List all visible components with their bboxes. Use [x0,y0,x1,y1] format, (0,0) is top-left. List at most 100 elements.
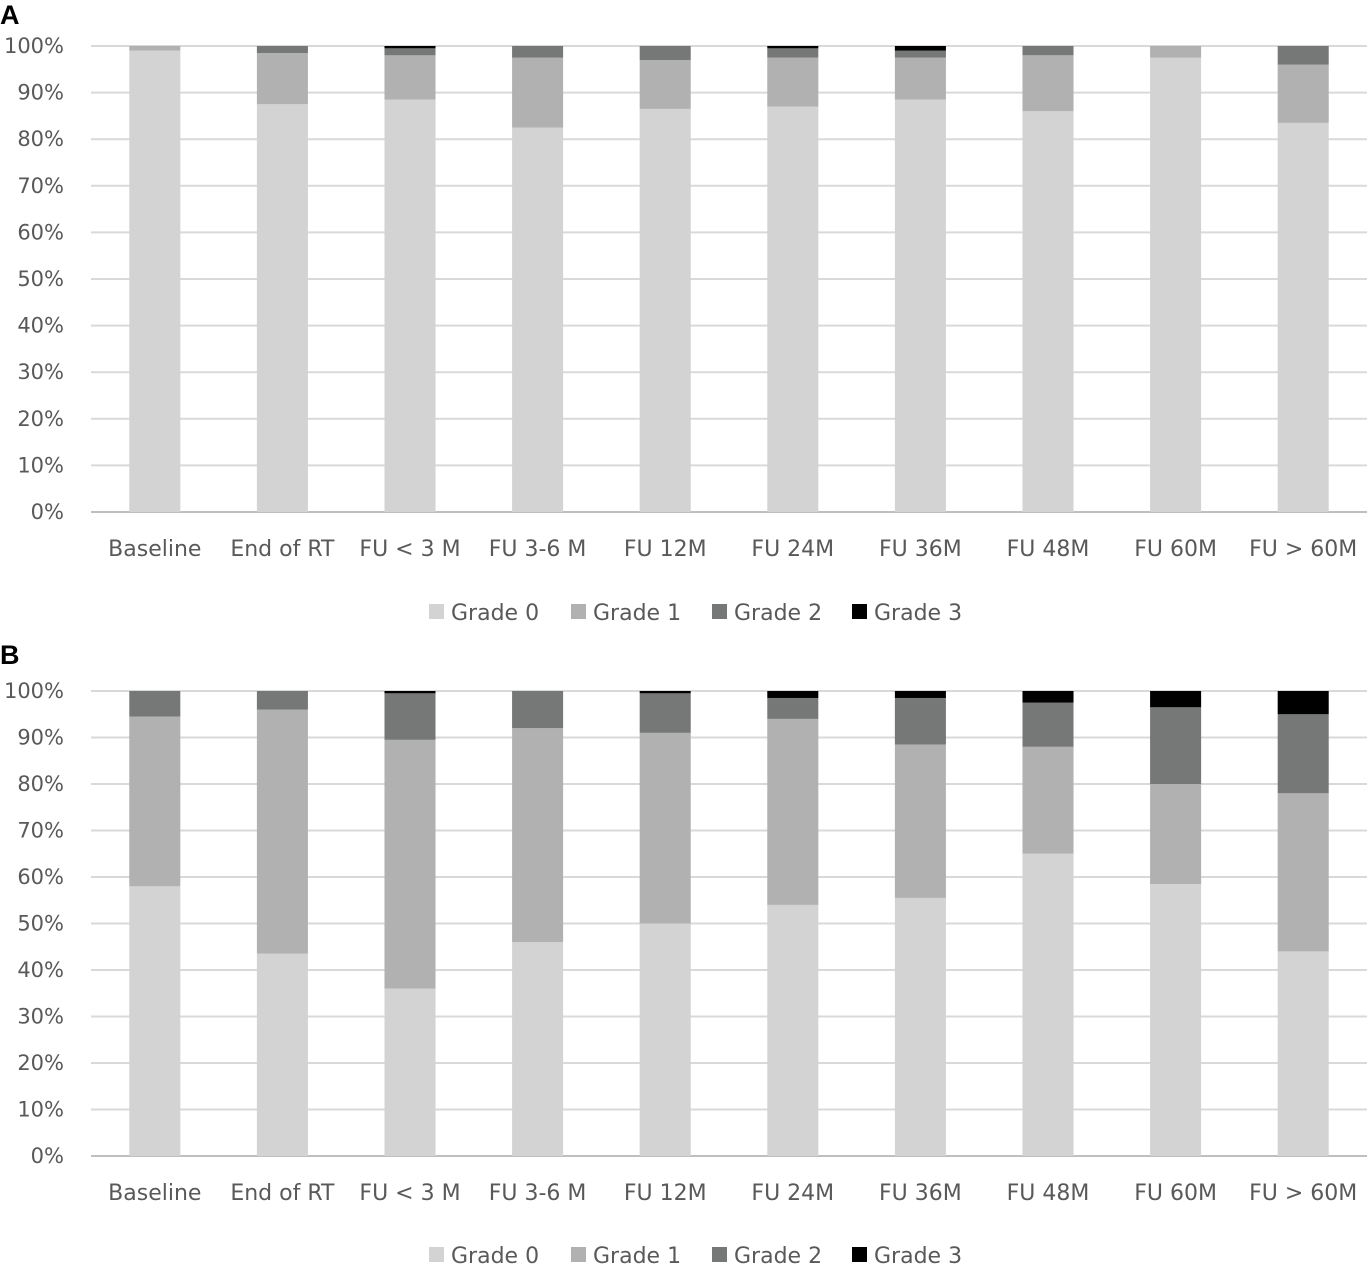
bar-segment-grade-2 [512,46,564,58]
x-tick-label: FU 60M [1134,537,1217,562]
bar-segment-grade-1 [512,57,564,128]
bar-segment-grade-2 [767,697,819,719]
legend-swatch [712,1247,727,1262]
bar-segment-grade-2 [1150,707,1202,784]
bar-segment-grade-1 [1022,746,1074,854]
y-tick-label: 100% [4,34,64,58]
legend-label: Grade 0 [451,1244,539,1268]
legend-swatch [429,1247,444,1262]
bar-segment-grade-2 [512,691,564,729]
bar-segment-grade-0 [1022,111,1074,513]
y-tick-label: 20% [17,407,64,431]
bar-segment-grade-3 [894,691,946,698]
y-tick-label: 0% [31,1144,64,1168]
x-tick-label: FU 3-6 M [489,1181,587,1206]
y-tick-label: 30% [17,360,64,384]
bar-segment-grade-1 [639,732,691,924]
bar-segment-grade-2 [1022,46,1074,56]
bar-segment-grade-0 [894,99,946,512]
y-tick-label: 30% [17,1005,64,1029]
bar-segment-grade-1 [384,739,436,989]
panel-label: A [0,0,20,30]
x-tick-label: FU 3-6 M [489,537,587,562]
bar-segment-grade-1 [767,718,819,905]
y-tick-label: 10% [17,453,64,477]
x-tick-label: FU < 3 M [359,1181,460,1206]
x-tick-label: FU 36M [879,537,962,562]
bar-segment-grade-0 [512,127,564,513]
legend-swatch [712,604,727,619]
bar-segment-grade-1 [129,46,181,51]
legend-label: Grade 3 [874,1244,962,1268]
bar-segment-grade-2 [639,693,691,733]
y-tick-label: 20% [17,1051,64,1075]
y-tick-label: 90% [17,81,64,105]
x-tick-label: Baseline [108,1181,201,1206]
bar-segment-grade-2 [256,691,308,710]
x-tick-label: FU 36M [879,1181,962,1206]
bar-segment-grade-2 [767,48,819,58]
legend-swatch [571,604,586,619]
y-tick-label: 10% [17,1098,64,1122]
y-tick-label: 70% [17,174,64,198]
bar-segment-grade-0 [639,923,691,1156]
x-tick-label: FU 48M [1007,1181,1090,1206]
y-tick-label: 50% [17,267,64,291]
bar-segment-grade-1 [1277,64,1329,123]
bar-segment-grade-3 [384,46,436,49]
x-tick-label: FU 48M [1007,537,1090,562]
x-tick-label: FU 12M [624,537,707,562]
x-tick-label: FU 24M [751,1181,834,1206]
x-tick-label: End of RT [230,537,335,562]
bar-segment-grade-1 [256,709,308,954]
bar-segment-grade-0 [384,99,436,512]
bar-segment-grade-1 [767,57,819,107]
bar-segment-grade-1 [1277,793,1329,952]
y-tick-label: 70% [17,819,64,843]
legend-label: Grade 1 [593,601,681,626]
y-tick-label: 0% [31,500,64,524]
bar-segment-grade-0 [256,104,308,512]
bar-segment-grade-2 [129,691,181,717]
y-tick-label: 100% [4,679,64,703]
bar-segment-grade-2 [894,50,946,58]
y-tick-label: 90% [17,726,64,750]
bar-segment-grade-0 [1022,853,1074,1156]
chart-panel-b: B 0% 10% 20% 30% 40% 50% 60% 70% 80% 90% 100% Basel… [0,640,1371,1268]
stacked-bar-chart-a: 0% 10% 20% 30% 40% 50% 60% 70% 80% 90% 100% Baselin… [4,34,1367,626]
bar-segment-grade-2 [256,46,308,53]
bar-segment-grade-3 [767,46,819,49]
bar-segment-grade-0 [639,108,691,512]
bar-segment-grade-1 [639,59,691,109]
legend-label: Grade 3 [874,601,962,626]
bar-segment-grade-2 [1022,702,1074,747]
bar-segment-grade-3 [1022,691,1074,703]
bar-segment-grade-0 [384,988,436,1156]
panel-label: B [0,640,20,670]
bar-segment-grade-1 [384,55,436,100]
legend-swatch [852,1247,867,1262]
stacked-bar-chart-b: 0% 10% 20% 30% 40% 50% 60% 70% 80% 90% 100% Baselin… [4,679,1367,1268]
bar-segment-grade-0 [767,106,819,512]
y-tick-label: 80% [17,127,64,151]
bar-segment-grade-0 [767,904,819,1156]
y-tick-label: 60% [17,865,64,889]
bar-segment-grade-1 [256,52,308,105]
bar-segment-grade-1 [1022,55,1074,112]
bar-segment-grade-1 [512,728,564,943]
bar-segment-grade-0 [1277,122,1329,512]
bar-segment-grade-0 [256,953,308,1156]
y-tick-label: 40% [17,958,64,982]
x-tick-label: FU 12M [624,1181,707,1206]
bar-segment-grade-0 [1150,883,1202,1156]
legend-label: Grade 0 [451,601,539,626]
bar-segment-grade-3 [1150,691,1202,708]
legend-swatch [429,604,444,619]
legend-label: Grade 1 [593,1244,681,1268]
bar-segment-grade-0 [129,886,181,1156]
bar-segment-grade-3 [639,691,691,694]
y-tick-label: 50% [17,912,64,936]
bar-segment-grade-2 [894,697,946,745]
x-tick-label: FU < 3 M [359,537,460,562]
bar-segment-grade-0 [512,942,564,1156]
